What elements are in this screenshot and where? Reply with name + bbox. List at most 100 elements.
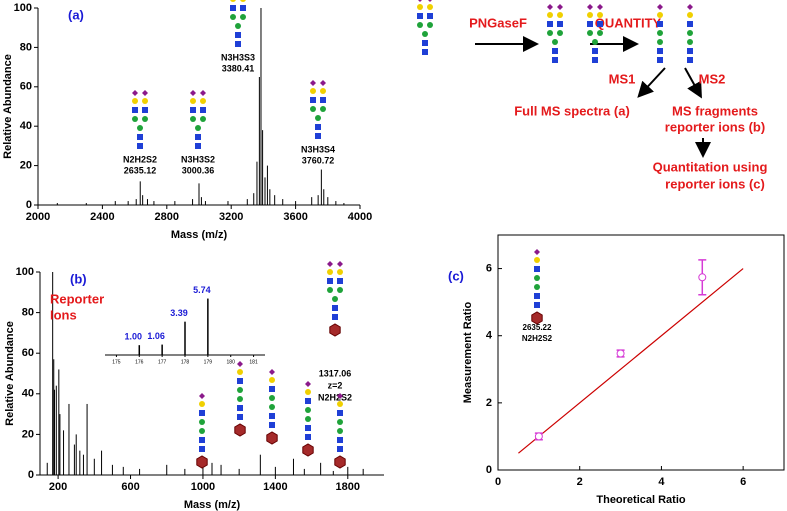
x-tick-label: 1400 bbox=[263, 481, 287, 493]
y-axis-label: Measurement Ratio bbox=[462, 301, 474, 403]
glycan-icon bbox=[547, 4, 553, 10]
glycan-icon bbox=[417, 22, 423, 28]
glycan-icon bbox=[305, 407, 311, 413]
glycan-icon bbox=[200, 98, 206, 104]
step: PNGaseF bbox=[469, 15, 527, 30]
glycan-icon bbox=[417, 4, 423, 10]
y-tick-label: 100 bbox=[14, 2, 32, 14]
x-tick-label: 4000 bbox=[348, 211, 372, 223]
glycan-icon bbox=[269, 413, 275, 419]
peak-annotation: N3H3S4 bbox=[301, 144, 335, 154]
glycan-icon bbox=[597, 12, 603, 18]
glycan-icon bbox=[305, 425, 311, 431]
glycan-icon bbox=[657, 21, 663, 27]
glycan-icon bbox=[320, 97, 326, 103]
step: QUANTITY bbox=[595, 15, 662, 30]
glycan-icon bbox=[305, 398, 311, 404]
glycan-icon bbox=[315, 133, 321, 139]
glycan-icon bbox=[597, 4, 603, 10]
annotation: 1317.06 bbox=[319, 368, 352, 378]
glycan-icon bbox=[200, 90, 206, 96]
glycan-icon bbox=[552, 48, 558, 54]
glycan-icon bbox=[230, 5, 236, 11]
glycan-icon bbox=[427, 22, 433, 28]
glycan-icon bbox=[320, 80, 326, 86]
step: MS1 bbox=[609, 71, 636, 86]
value-label: 1.06 bbox=[147, 331, 165, 341]
glycan-icon bbox=[305, 389, 311, 395]
glycan-icon bbox=[427, 4, 433, 10]
annotation: N2H2S2 bbox=[522, 334, 553, 343]
glycan-icon bbox=[337, 419, 343, 425]
glycan-icon bbox=[597, 21, 603, 27]
glycan-icon bbox=[199, 428, 205, 434]
peak-annotation: 3380.41 bbox=[222, 63, 255, 73]
glycan-icon bbox=[237, 396, 243, 402]
arrow bbox=[637, 67, 666, 98]
x-tick-label: 3600 bbox=[283, 211, 307, 223]
glycan-icon bbox=[337, 446, 343, 452]
glycan-icon bbox=[547, 21, 553, 27]
glycan-icon bbox=[200, 107, 206, 113]
glycan-icon bbox=[315, 124, 321, 130]
glycan-icon bbox=[337, 410, 343, 416]
y-axis-label: Relative Abundance bbox=[2, 54, 14, 159]
glycan-icon bbox=[240, 5, 246, 11]
glycan-icon bbox=[199, 393, 205, 399]
peak-annotation: N3H3S3 bbox=[221, 52, 255, 62]
glycan-icon bbox=[327, 287, 333, 293]
glycan-icon bbox=[587, 12, 593, 18]
inset-tick-label: 179 bbox=[204, 359, 213, 365]
y-tick-label: 20 bbox=[22, 428, 34, 440]
glycan-icon bbox=[534, 275, 540, 281]
point bbox=[616, 349, 625, 358]
glycan-icon bbox=[199, 446, 205, 452]
glycan-icon bbox=[327, 261, 333, 267]
y-tick-label: 40 bbox=[20, 120, 32, 132]
glycan-icon bbox=[422, 40, 428, 46]
glycan-icon bbox=[657, 48, 663, 54]
step: Full MS spectra (a) bbox=[514, 103, 630, 118]
glycan-icon bbox=[237, 369, 243, 375]
glycan-icon bbox=[337, 287, 343, 293]
glycan-icon bbox=[320, 88, 326, 94]
glycan-icon bbox=[587, 30, 593, 36]
glycan-icon bbox=[327, 269, 333, 275]
panel-label: (c) bbox=[448, 268, 464, 283]
glycan-icon bbox=[240, 0, 246, 2]
glycan-icon bbox=[190, 116, 196, 122]
glycan-icon bbox=[266, 431, 278, 445]
inset-tick-label: 177 bbox=[158, 359, 167, 365]
peak-annotation: 3000.36 bbox=[182, 165, 215, 175]
glycan-icon bbox=[687, 30, 693, 36]
x-tick-label: 4 bbox=[658, 476, 665, 488]
x-tick-label: 2 bbox=[577, 476, 583, 488]
peak-annotation: 3760.72 bbox=[302, 155, 335, 165]
glycan-icon bbox=[534, 284, 540, 290]
glycan-icon bbox=[230, 14, 236, 20]
glycan-icon bbox=[142, 107, 148, 113]
inset-tick-label: 175 bbox=[112, 359, 121, 365]
y-tick-label: 60 bbox=[20, 81, 32, 93]
glycan-icon bbox=[337, 393, 343, 399]
y-tick-label: 100 bbox=[16, 266, 34, 278]
glycan-icon bbox=[657, 30, 663, 36]
glycan-icon bbox=[132, 98, 138, 104]
x-tick-label: 600 bbox=[121, 481, 139, 493]
glycan-icon bbox=[587, 21, 593, 27]
glycan-icon bbox=[327, 278, 333, 284]
glycan-icon bbox=[557, 21, 563, 27]
inset-tick-label: 176 bbox=[135, 359, 144, 365]
glycan-icon bbox=[269, 395, 275, 401]
y-tick-label: 4 bbox=[486, 330, 493, 342]
peak-annotation: N3H3S2 bbox=[181, 154, 215, 164]
glycan-icon bbox=[190, 107, 196, 113]
glycan-icon bbox=[329, 323, 341, 337]
value-label: 5.74 bbox=[193, 285, 211, 295]
glycan-icon bbox=[132, 116, 138, 122]
y-tick-label: 0 bbox=[26, 199, 32, 211]
glycan-icon bbox=[235, 23, 241, 29]
glycan-icon bbox=[417, 13, 423, 19]
